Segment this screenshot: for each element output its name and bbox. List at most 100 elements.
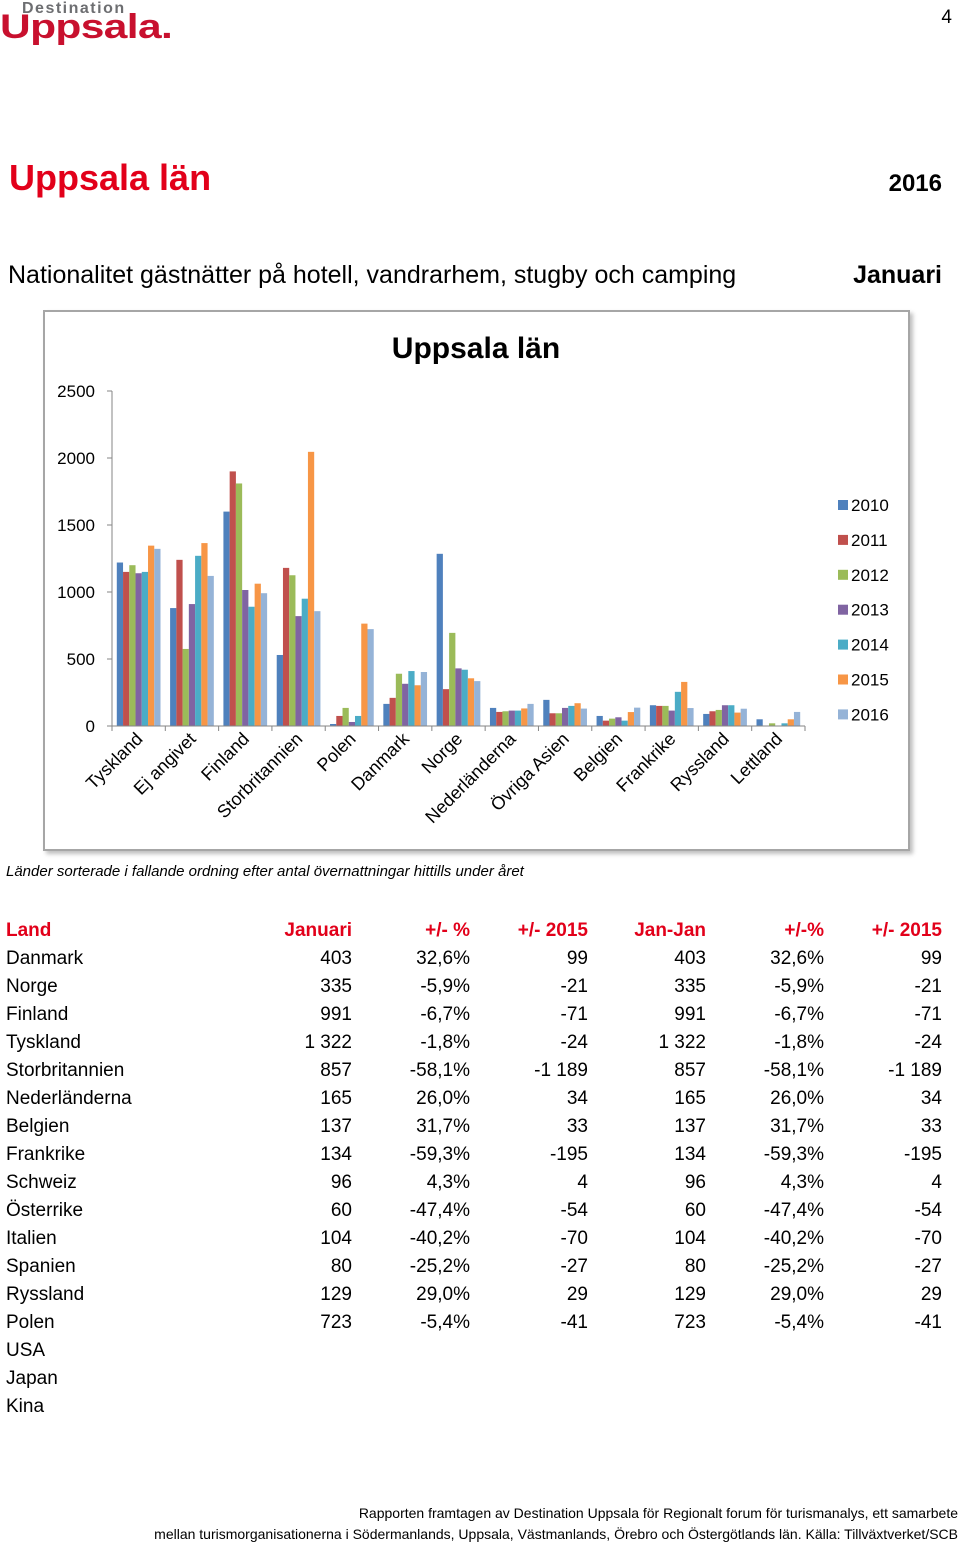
bar-tyskland-2014 bbox=[141, 571, 149, 726]
bar-storbritannien-2010 bbox=[276, 654, 283, 726]
header-ytd-change-2015: +/- 2015 bbox=[871, 920, 942, 941]
cell-land: Spanien bbox=[6, 1256, 76, 1277]
bar-ej-angivet-2014 bbox=[195, 555, 202, 726]
cell-change-2015: -24 bbox=[560, 1032, 588, 1053]
bar-ej-angivet-2015 bbox=[201, 543, 208, 726]
cell-jan-jan: 723 bbox=[674, 1312, 706, 1333]
cell-januari bbox=[234, 1365, 352, 1393]
cell-ytd-change-pct: -47,4% bbox=[763, 1200, 824, 1221]
x-tick-label: Ryssland bbox=[666, 729, 732, 795]
x-tick-label: Frankrike bbox=[612, 729, 679, 796]
x-tick-label: Polen bbox=[313, 729, 360, 776]
bar-belgien-2010 bbox=[596, 715, 603, 726]
bar-polen-2016 bbox=[367, 629, 374, 726]
cell-ytd-change-2015: -70 bbox=[914, 1228, 942, 1249]
cell-ytd-change-pct bbox=[706, 1365, 824, 1393]
cell-ytd-change-pct: -5,9% bbox=[774, 976, 824, 997]
bar-danmark-2011 bbox=[389, 697, 396, 726]
cell-land: Italien bbox=[6, 1228, 57, 1249]
bar-frankrike-2012 bbox=[662, 705, 669, 726]
bar-övriga-asien-2015 bbox=[574, 703, 581, 726]
bar-norge-2010 bbox=[436, 553, 443, 726]
cell-change-2015: -71 bbox=[560, 1004, 588, 1025]
x-tick-label: Danmark bbox=[347, 728, 413, 794]
bar-tyskland-2015 bbox=[148, 545, 155, 726]
cell-change-pct: -59,3% bbox=[409, 1144, 470, 1165]
cell-change-pct: -40,2% bbox=[409, 1228, 470, 1249]
cell-land: Finland bbox=[6, 1004, 69, 1025]
cell-ytd-change-2015 bbox=[824, 1365, 942, 1393]
table-row: Polen 723 -5,4% -41 723 -5,4% -41 bbox=[6, 1309, 942, 1337]
cell-ytd-change-pct: -1,8% bbox=[774, 1032, 824, 1053]
x-tick-label: Nederländerna bbox=[421, 728, 520, 827]
cell-januari: 165 bbox=[320, 1088, 352, 1109]
bar-ej-angivet-2013 bbox=[188, 604, 196, 726]
table-row: Norge 335 -5,9% -21 335 -5,9% -21 bbox=[6, 973, 942, 1001]
cell-land: Polen bbox=[6, 1312, 55, 1333]
logo: Uppsala. bbox=[0, 8, 173, 46]
cell-jan-jan: 165 bbox=[674, 1088, 706, 1109]
y-tick-label: 2500 bbox=[57, 382, 95, 401]
cell-jan-jan: 403 bbox=[674, 948, 706, 969]
cell-change-pct bbox=[352, 1337, 470, 1365]
legend-swatch-2015 bbox=[838, 674, 848, 685]
legend-swatch-2014 bbox=[838, 639, 848, 650]
cell-ytd-change-2015: -41 bbox=[914, 1312, 942, 1333]
bar-ryssland-2013 bbox=[721, 705, 729, 726]
cell-change-2015: -1 189 bbox=[534, 1060, 588, 1081]
legend-label: 2014 bbox=[851, 636, 889, 655]
legend-label: 2012 bbox=[851, 566, 889, 585]
bar-tyskland-2016 bbox=[154, 548, 161, 726]
bar-polen-2013 bbox=[348, 721, 356, 726]
cell-januari: 1 322 bbox=[304, 1032, 352, 1053]
bar-ryssland-2012 bbox=[715, 709, 722, 726]
bar-storbritannien-2012 bbox=[289, 575, 296, 726]
page-number: 4 bbox=[941, 7, 952, 28]
header-land: Land bbox=[6, 920, 52, 941]
bar-polen-2014 bbox=[355, 715, 362, 726]
cell-januari: 857 bbox=[320, 1060, 352, 1081]
header-ytd-change-pct: +/-% bbox=[784, 920, 824, 941]
bar-chart: Uppsala län 05001000150020002500Tyskland… bbox=[57, 332, 889, 827]
table-row: Italien 104 -40,2% -70 104 -40,2% -70 bbox=[6, 1225, 942, 1253]
bar-belgien-2011 bbox=[602, 720, 610, 726]
cell-ytd-change-2015: 29 bbox=[920, 1284, 942, 1305]
bar-nederländerna-2014 bbox=[514, 710, 522, 726]
x-tick-label: Norge bbox=[418, 729, 467, 778]
bar-finland-2015 bbox=[254, 583, 261, 726]
bar-norge-2011 bbox=[442, 689, 450, 726]
bar-storbritannien-2013 bbox=[295, 616, 302, 726]
cell-change-pct: -58,1% bbox=[409, 1060, 470, 1081]
header-jan-jan: Jan-Jan bbox=[634, 920, 706, 941]
header-januari: Januari bbox=[284, 920, 352, 941]
bar-danmark-2016 bbox=[420, 671, 428, 726]
bar-finland-2011 bbox=[229, 471, 236, 726]
bar-ryssland-2015 bbox=[734, 712, 741, 726]
cell-ytd-change-pct: 32,6% bbox=[770, 948, 824, 969]
bar-lettland-2012 bbox=[768, 723, 776, 726]
cell-change-pct: 31,7% bbox=[416, 1116, 470, 1137]
bar-ej-angivet-2010 bbox=[170, 608, 177, 726]
statistics-table: Land Januari +/- % +/- 2015 Jan-Jan +/-%… bbox=[6, 917, 942, 1421]
cell-ytd-change-pct: 31,7% bbox=[770, 1116, 824, 1137]
cell-jan-jan bbox=[588, 1393, 706, 1421]
cell-januari: 60 bbox=[330, 1200, 352, 1221]
cell-change-2015: 34 bbox=[566, 1088, 588, 1109]
bar-polen-2012 bbox=[342, 707, 349, 726]
table-row: USA bbox=[6, 1337, 942, 1365]
legend-swatch-2010 bbox=[838, 500, 848, 510]
cell-change-pct: -1,8% bbox=[420, 1032, 470, 1053]
bar-övriga-asien-2011 bbox=[549, 713, 556, 726]
bar-nederländerna-2012 bbox=[502, 711, 509, 726]
cell-januari: 96 bbox=[330, 1172, 352, 1193]
cell-januari: 137 bbox=[320, 1116, 352, 1137]
cell-jan-jan: 857 bbox=[674, 1060, 706, 1081]
bar-danmark-2015 bbox=[414, 685, 421, 726]
cell-change-pct: 32,6% bbox=[416, 948, 470, 969]
cell-ytd-change-2015: -1 189 bbox=[888, 1060, 942, 1081]
cell-ytd-change-2015: 34 bbox=[920, 1088, 942, 1109]
bar-lettland-2016 bbox=[793, 711, 801, 726]
cell-land: Japan bbox=[6, 1368, 58, 1389]
cell-jan-jan: 80 bbox=[684, 1256, 706, 1277]
cell-change-pct: 29,0% bbox=[416, 1284, 470, 1305]
